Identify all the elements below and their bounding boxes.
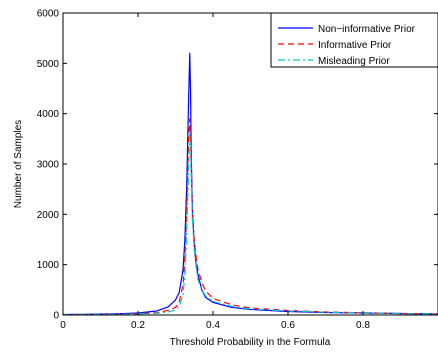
x-tick-label: 0.6	[281, 320, 295, 331]
y-tick-label: 4000	[37, 109, 60, 120]
tick-layer: 0 0.2 0.4 0.6 0.8 0 1000 2000 3000 4000 5000 6000	[37, 9, 438, 331]
y-tick-label: 1000	[37, 260, 60, 271]
legend-box	[270, 12, 438, 68]
legend: Non−informative Prior Informative Prior …	[270, 12, 438, 68]
legend-label-misleading: Misleading Prior	[318, 56, 390, 67]
y-tick-label: 0	[53, 311, 59, 322]
x-tick-label: 0.4	[206, 320, 220, 331]
y-tick-label: 6000	[37, 9, 60, 20]
y-tick-label: 2000	[37, 210, 60, 221]
y-tick-label: 5000	[37, 59, 60, 70]
series-line-misleading	[63, 133, 438, 315]
x-tick-label: 0.2	[131, 320, 145, 331]
legend-label-informative: Informative Prior	[318, 40, 392, 51]
series-line-non-informative	[63, 52, 438, 315]
x-axis-label: Threshold Probability in the Formula	[170, 337, 331, 348]
legend-label-non-informative: Non−informative Prior	[318, 24, 416, 35]
y-tick-label: 3000	[37, 160, 60, 171]
y-axis-label: Number of Samples	[13, 120, 24, 208]
x-tick-label: 0.8	[356, 320, 370, 331]
series-layer	[63, 52, 438, 315]
x-tick-label: 0	[60, 320, 66, 331]
